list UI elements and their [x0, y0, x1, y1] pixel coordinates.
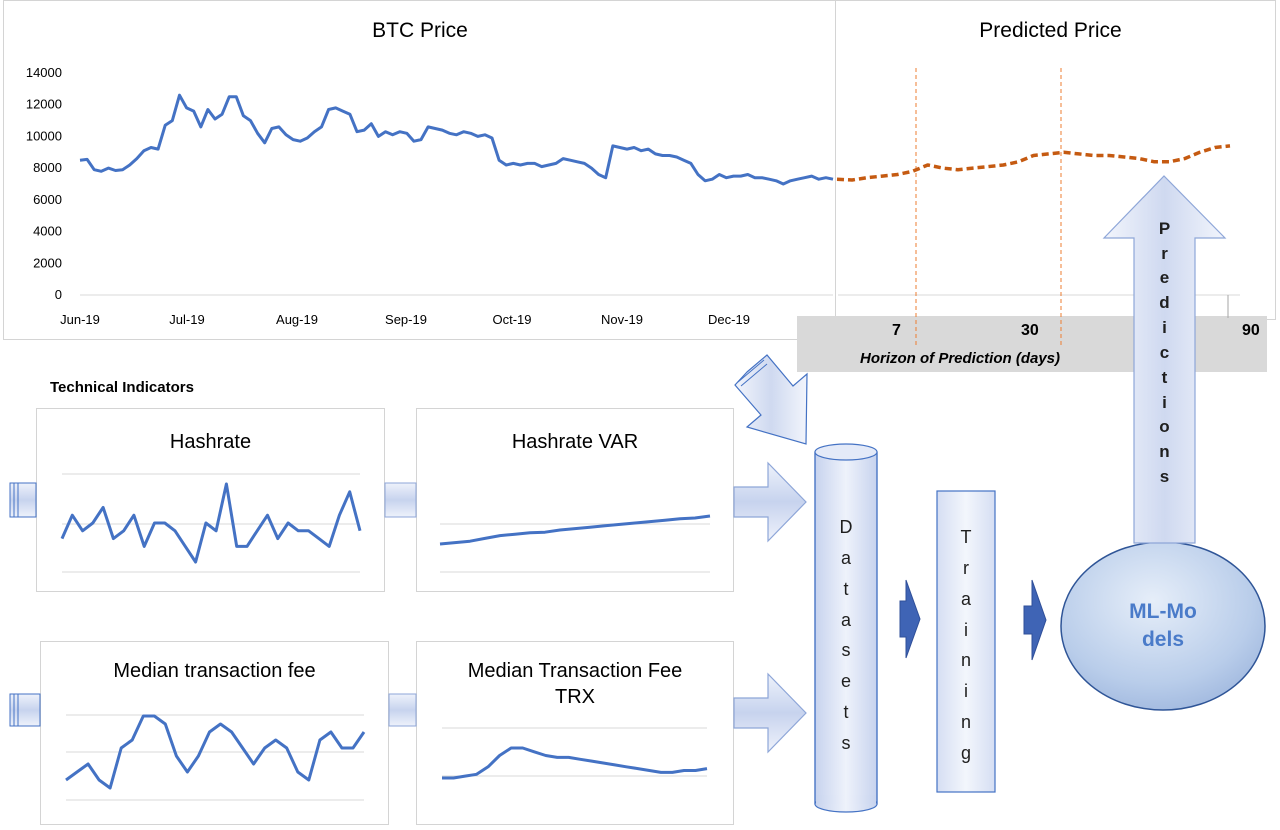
datasets-cylinder [814, 443, 878, 813]
predictions-letter: i [1162, 392, 1167, 412]
technical-indicators-label: Technical Indicators [50, 379, 194, 396]
y-tick-label: 6000 [33, 192, 62, 207]
hashrate-panel: Hashrate [36, 408, 385, 592]
x-tick-label: Jun-19 [60, 312, 100, 327]
training-letter: g [960, 743, 971, 763]
predictions-letter: t [1161, 367, 1168, 387]
btc-price-line [79, 93, 834, 186]
ml-models-label: ML-Models [1081, 598, 1245, 654]
predictions-letter: d [1159, 293, 1170, 313]
predicted-price-line [836, 144, 1231, 182]
connector-top [384, 482, 417, 518]
predictions-letter: n [1159, 442, 1170, 462]
predictions-letter: i [1162, 318, 1167, 338]
predictions-arrow [1102, 175, 1227, 544]
training-letter: a [960, 588, 971, 609]
arrow-to-datasets-bottom [733, 672, 807, 754]
y-tick-label: 8000 [33, 160, 62, 175]
median-fee-line [65, 714, 366, 790]
arrow-to-training [899, 579, 921, 659]
training-letter: r [963, 557, 969, 578]
x-tick-label: Dec-19 [708, 312, 750, 327]
btc-price-title: BTC Price [372, 19, 468, 42]
x-tick-label: Oct-19 [492, 312, 531, 327]
horizon-axis-label: Horizon of Prediction (days) [860, 350, 1061, 367]
connector-bottom [388, 693, 417, 727]
y-tick-label: 2000 [33, 255, 62, 270]
predictions-letter: P [1158, 218, 1171, 238]
predictions-letter: c [1159, 342, 1170, 362]
datasets-letter: D [839, 516, 853, 537]
training-letter: n [960, 712, 971, 733]
predictions-letter: s [1159, 467, 1170, 487]
arrow-to-models [1023, 579, 1047, 661]
horizon-tick-30: 30 [1021, 322, 1039, 339]
x-tick-label: Jul-19 [169, 312, 204, 327]
hashrate-title: Hashrate [169, 431, 252, 453]
predictions-letter: r [1161, 243, 1168, 263]
hashrate-line [60, 482, 362, 564]
datasets-letter: s [841, 640, 851, 661]
datasets-letter: s [841, 733, 851, 753]
y-tick-label: 12000 [26, 97, 62, 112]
input-stub-bottom [9, 693, 41, 727]
median-fee-trx-line [442, 746, 708, 780]
training-box [936, 490, 996, 793]
median-fee-trx-title: Median Transaction Fee TRX [467, 660, 683, 708]
arrow-btc-to-datasets [734, 354, 808, 445]
median-fee-title: Median transaction fee [113, 660, 316, 682]
x-tick-label: Sep-19 [385, 312, 427, 327]
btc-price-chart: BTC Price [3, 0, 837, 340]
datasets-letter: a [840, 609, 851, 630]
training-letter: i [964, 619, 968, 640]
x-tick-label: Aug-19 [276, 312, 318, 327]
x-tick-label: Nov-19 [601, 312, 643, 327]
datasets-letter: a [840, 547, 851, 568]
training-letter: n [960, 650, 971, 671]
datasets-letter: t [843, 578, 849, 599]
ml-models-text: ML-Models [1129, 600, 1197, 651]
predictions-letter: o [1159, 417, 1170, 437]
training-letter: T [960, 526, 972, 547]
training-letter: i [964, 681, 968, 702]
horizon-tick-90: 90 [1242, 322, 1260, 339]
hashrate-var-line [439, 514, 711, 546]
horizon-tick-7: 7 [892, 322, 901, 339]
y-tick-label: 14000 [26, 65, 62, 80]
predicted-price-chart: Predicted Price [835, 0, 1276, 320]
y-tick-label: 10000 [26, 128, 62, 143]
predicted-price-title: Predicted Price [979, 19, 1122, 42]
y-tick-label: 0 [55, 287, 62, 302]
datasets-letter: t [843, 702, 849, 723]
input-stub-top [9, 482, 37, 518]
hashrate-var-title: Hashrate VAR [511, 431, 639, 453]
predictions-letter: e [1159, 268, 1170, 288]
datasets-letter: e [840, 671, 851, 692]
btc-price-plot: 0 2000 4000 6000 8000 10000 12000 14000 Jun-19 Ju… [26, 65, 834, 327]
arrow-to-datasets-top [733, 461, 807, 543]
median-fee-trx-panel: Median Transaction Fee TRX [416, 641, 734, 825]
y-tick-label: 4000 [33, 224, 62, 239]
